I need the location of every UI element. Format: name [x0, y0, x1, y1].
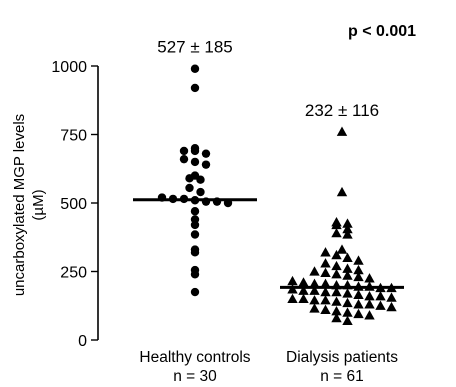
- data-point: [364, 273, 375, 283]
- data-point: [342, 263, 353, 273]
- data-point: [201, 149, 211, 158]
- data-point: [190, 64, 200, 73]
- data-point: [375, 300, 386, 310]
- data-point: [190, 245, 200, 254]
- data-point: [342, 307, 353, 317]
- data-groups: 527 ± 185 232 ± 116: [133, 38, 404, 325]
- data-point: [320, 286, 331, 297]
- data-point: [353, 271, 364, 282]
- data-point: [353, 308, 364, 319]
- data-point: [287, 293, 298, 304]
- y-axis-label: uncarboxylated MGP levels: [11, 114, 28, 296]
- data-point: [320, 295, 331, 305]
- mean-sd-annotation: 527 ± 185: [157, 38, 233, 57]
- p-value-label: p < 0.001: [348, 23, 416, 40]
- data-point: [353, 299, 364, 309]
- data-point: [342, 229, 353, 239]
- data-point: [331, 249, 342, 260]
- data-point: [353, 255, 364, 265]
- data-point: [298, 277, 309, 287]
- data-point: [364, 310, 375, 320]
- category-labels: Healthy controls n = 30 Dialysis patients n…: [139, 349, 398, 385]
- data-point: [331, 296, 342, 306]
- data-point: [190, 171, 200, 180]
- data-point: [309, 303, 320, 313]
- data-point: [331, 269, 342, 279]
- data-point: [190, 287, 200, 297]
- data-point: [336, 126, 348, 136]
- data-point: [375, 290, 386, 301]
- data-point: [201, 160, 211, 169]
- data-point: [364, 290, 375, 301]
- category-label: Healthy controls: [139, 349, 250, 366]
- data-point: [342, 270, 353, 280]
- data-point: [342, 218, 353, 228]
- data-point: [298, 285, 309, 295]
- data-point: [309, 295, 320, 305]
- y-tick-label: 1000: [51, 59, 87, 76]
- data-point: [342, 297, 353, 308]
- category-n-label: n = 61: [320, 368, 364, 385]
- data-point: [190, 265, 200, 275]
- category-label: Dialysis patients: [286, 349, 398, 366]
- data-point: [331, 227, 342, 238]
- mean-sd-annotation: 232 ± 116: [305, 101, 379, 120]
- data-point: [320, 304, 331, 315]
- data-point: [309, 266, 320, 276]
- data-point: [342, 315, 353, 325]
- data-point: [331, 312, 342, 323]
- data-point: [353, 264, 364, 275]
- data-point: [320, 247, 331, 257]
- data-point: [196, 187, 205, 197]
- data-point: [331, 286, 342, 297]
- data-point: [190, 157, 200, 167]
- y-tick-label: 250: [60, 265, 87, 282]
- data-point: [185, 183, 194, 193]
- data-point: [179, 146, 189, 156]
- category-n-label: n = 30: [173, 368, 217, 385]
- data-point: [190, 83, 200, 93]
- data-point: [320, 267, 331, 278]
- data-point: [309, 278, 320, 288]
- data-point: [336, 244, 348, 254]
- group-1: 232 ± 116: [280, 101, 404, 325]
- data-point: [386, 301, 397, 312]
- data-point: [364, 299, 375, 309]
- group-0: 527 ± 185: [133, 38, 257, 297]
- data-point: [190, 215, 200, 224]
- data-point: [336, 186, 348, 197]
- y-ticks: 0 250 500 750 1000: [51, 59, 98, 350]
- data-point: [331, 306, 342, 316]
- data-point: [331, 216, 342, 227]
- data-point: [342, 288, 353, 298]
- data-point: [309, 285, 320, 295]
- data-point: [353, 289, 364, 299]
- y-tick-label: 500: [60, 196, 87, 213]
- data-point: [190, 207, 200, 216]
- data-point: [342, 252, 353, 262]
- y-tick-label: 750: [60, 128, 87, 145]
- data-point: [179, 154, 189, 164]
- data-point: [320, 258, 331, 268]
- data-point: [298, 293, 309, 304]
- data-point: [331, 260, 342, 271]
- data-point: [342, 223, 353, 234]
- data-point: [287, 275, 298, 286]
- data-point: [320, 278, 331, 288]
- data-point: [190, 230, 200, 239]
- y-axis-unit: (µM): [30, 189, 47, 220]
- y-tick-label: 0: [78, 333, 87, 350]
- data-point: [190, 144, 200, 153]
- data-point: [386, 292, 397, 302]
